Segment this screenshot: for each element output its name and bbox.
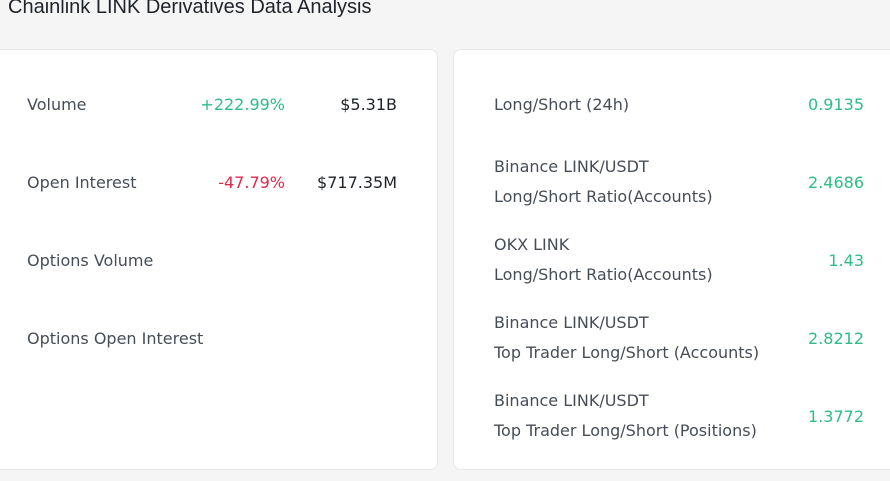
ratio-value: 2.8212 [808, 329, 864, 348]
long-short-card: Long/Short (24h) 0.9135 Binance LINK/USD… [453, 49, 890, 470]
ratio-value: 0.9135 [808, 95, 864, 114]
ratio-exchange-label: OKX LINK [494, 235, 570, 254]
amount-value: $717.35M [317, 173, 397, 192]
amount-value: $5.31B [340, 95, 397, 114]
ratio-type-label: Top Trader Long/Short (Accounts) [494, 343, 760, 362]
ratio-type-label: Long/Short Ratio(Accounts) [494, 187, 713, 206]
ratio-exchange-label: Binance LINK/USDT [494, 391, 649, 410]
row-label: Volume [27, 95, 87, 114]
ratio-exchange-label: Binance LINK/USDT [494, 157, 649, 176]
row-label: Options Volume [27, 251, 154, 270]
page-title: Chainlink LINK Derivatives Data Analysis [8, 0, 372, 18]
row-label: Options Open Interest [27, 329, 204, 348]
row-open-interest: Open Interest -47.79% $717.35M [27, 171, 437, 195]
change-percent: -47.79% [218, 173, 285, 192]
row-options-open-interest: Options Open Interest [27, 327, 437, 351]
spot-derivatives-card: Volume +222.99% $5.31B Open Interest -47… [0, 49, 438, 470]
ratio-value: 1.43 [828, 251, 864, 270]
row-options-volume: Options Volume [27, 249, 437, 273]
ratio-type-label: Long/Short Ratio(Accounts) [494, 265, 713, 284]
row-label: Open Interest [27, 173, 137, 192]
ratio-label: Long/Short (24h) [494, 95, 630, 114]
ratio-exchange-label: Binance LINK/USDT [494, 313, 649, 332]
ratio-type-label: Top Trader Long/Short (Positions) [494, 421, 757, 440]
ratio-value: 2.4686 [808, 173, 864, 192]
change-percent: +222.99% [200, 95, 285, 114]
row-volume: Volume +222.99% $5.31B [27, 93, 437, 117]
ratio-value: 1.3772 [808, 407, 864, 426]
